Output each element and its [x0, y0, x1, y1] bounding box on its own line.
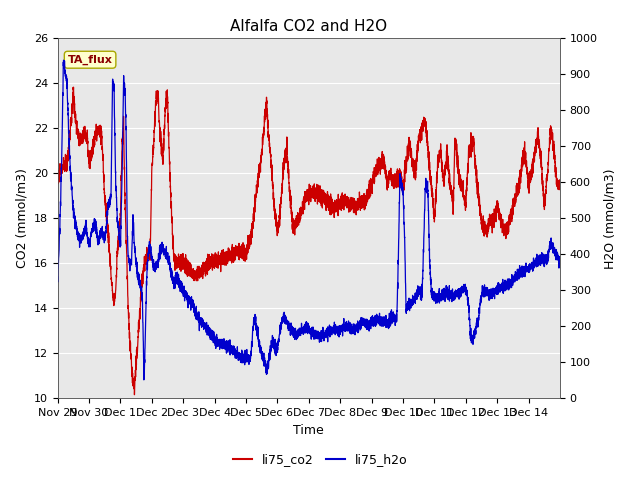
X-axis label: Time: Time [293, 424, 324, 437]
Title: Alfalfa CO2 and H2O: Alfalfa CO2 and H2O [230, 20, 387, 35]
Y-axis label: H2O (mmol/m3): H2O (mmol/m3) [604, 168, 616, 269]
Y-axis label: CO2 (mmol/m3): CO2 (mmol/m3) [15, 168, 28, 268]
Legend: li75_co2, li75_h2o: li75_co2, li75_h2o [228, 448, 412, 471]
Text: TA_flux: TA_flux [68, 55, 113, 65]
